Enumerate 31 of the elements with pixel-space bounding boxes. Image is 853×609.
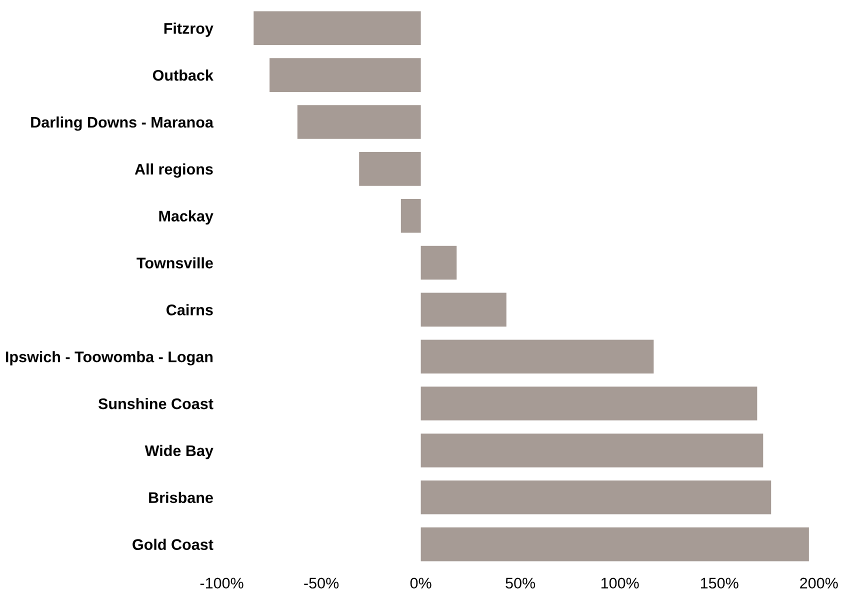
bar xyxy=(420,386,758,420)
y-tick-label: All regions xyxy=(134,163,213,178)
bar xyxy=(254,11,421,46)
y-tick-label: Mackay xyxy=(159,210,214,225)
y-tick-label: Gold Coast xyxy=(132,538,214,550)
y-tick-label: Townsville xyxy=(136,257,213,268)
y-tick-label: Cairns xyxy=(166,304,213,316)
bar xyxy=(400,198,421,233)
bar xyxy=(297,105,421,139)
y-tick-label: Outback xyxy=(152,70,214,81)
bar xyxy=(270,58,421,92)
x-tick-label: 50% xyxy=(506,578,536,589)
bar xyxy=(420,527,809,562)
bar xyxy=(420,434,764,468)
y-tick-label: Ipswich - Toowomba - Logan xyxy=(6,351,213,366)
x-tick-label: 200% xyxy=(800,578,838,589)
y-tick-label: Darling Downs - Maranoa xyxy=(31,116,214,131)
bar xyxy=(420,292,506,327)
y-tick-label: Brisbane xyxy=(149,492,213,504)
y-tick-label: Sunshine Coast xyxy=(98,398,214,410)
x-tick-label: -100% xyxy=(200,578,244,589)
bar xyxy=(359,152,421,186)
y-tick-label: Wide Bay xyxy=(144,444,214,460)
x-tick-label: 0% xyxy=(410,578,432,589)
bar xyxy=(420,340,654,374)
y-tick-label: Fitzroy xyxy=(164,22,214,37)
bar xyxy=(420,480,772,514)
x-tick-label: 150% xyxy=(700,578,738,589)
x-tick-label: 100% xyxy=(601,578,639,589)
bar xyxy=(420,246,457,280)
x-tick-label: -50% xyxy=(304,578,339,589)
